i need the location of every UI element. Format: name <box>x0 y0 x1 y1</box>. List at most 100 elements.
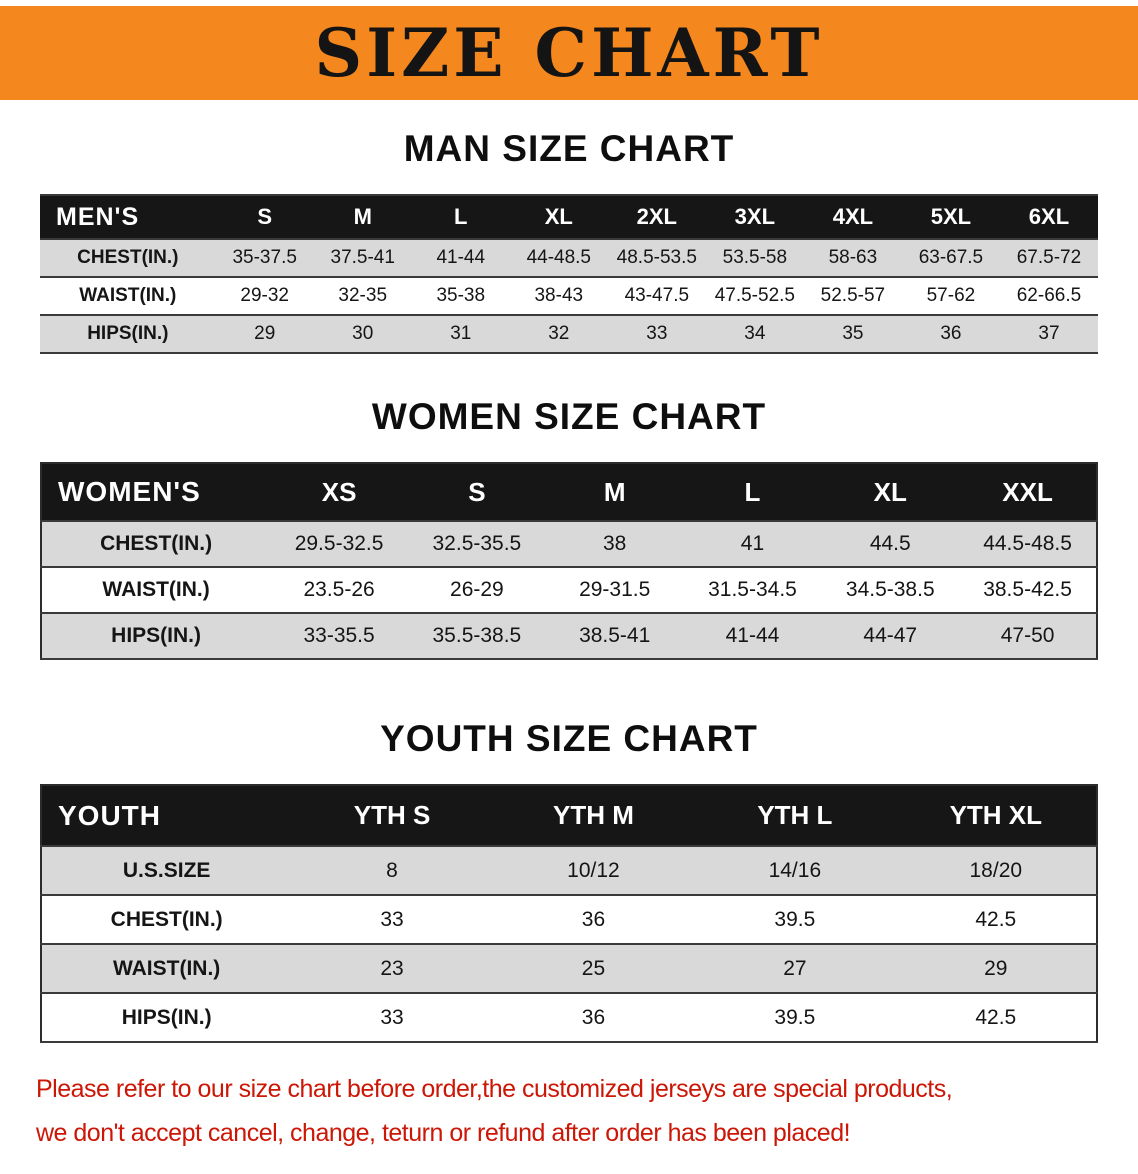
size-value-cell: 42.5 <box>975 907 1017 931</box>
women-size-column-header: S <box>407 463 546 521</box>
size-value-cell: 42.5 <box>975 1005 1017 1029</box>
size-value-cell: 41-44 <box>725 624 780 647</box>
youth-section-heading: YOUTH SIZE CHART <box>380 718 758 759</box>
size-value-cell: 32.5-35.5 <box>432 532 522 555</box>
measurement-row-label: U.S.SIZE <box>122 858 211 882</box>
women-header-row: WOMEN'S XS S M L XL XXL <box>41 463 1097 521</box>
size-value-cell: 47.5-52.5 <box>714 285 795 306</box>
size-value-cell: 33 <box>646 323 668 344</box>
men-table-row: HIPS(IN.) 29 30 31 32 33 34 35 36 37 <box>40 315 1098 353</box>
size-value-cell: 29 <box>254 323 276 344</box>
size-value-cell: 38.5-42.5 <box>983 578 1072 601</box>
measurement-row-label: HIPS(IN.) <box>111 624 202 647</box>
size-value-cell: 26-29 <box>450 578 504 601</box>
measurement-row-label: HIPS(IN.) <box>87 323 169 344</box>
size-value-cell: 32 <box>548 323 570 344</box>
size-value-cell: 33-35.5 <box>303 624 375 647</box>
size-value-cell: 23 <box>380 956 404 980</box>
size-value-cell: 33 <box>380 907 404 931</box>
men-header-row: MEN'S S M L XL 2XL 3XL 4XL 5XL 6XL <box>40 195 1098 239</box>
size-value-cell: 35.5-38.5 <box>432 624 522 647</box>
size-value-cell: 62-66.5 <box>1016 285 1082 306</box>
measurement-row-label: HIPS(IN.) <box>121 1005 212 1029</box>
size-value-cell: 41-44 <box>436 247 486 268</box>
youth-size-column-header: YTH L <box>694 785 896 846</box>
women-table-title: WOMEN'S <box>41 463 271 521</box>
youth-header-row: YOUTH YTH S YTH M YTH L YTH XL <box>41 785 1097 846</box>
size-value-cell: 35-38 <box>436 285 486 306</box>
youth-table-row: WAIST(IN.) 23 25 27 29 <box>41 944 1097 993</box>
men-size-column-header: 2XL <box>607 195 706 239</box>
measurement-row-label: CHEST(IN.) <box>77 247 179 268</box>
disclaimer-line-2: we don't accept cancel, change, teturn o… <box>36 1119 851 1148</box>
men-size-column-header: 4XL <box>803 195 902 239</box>
women-size-table: WOMEN'S XS S M L XL XXL CHEST(IN.) 29.5-32.5 32.5… <box>40 462 1098 660</box>
size-value-cell: 57-62 <box>926 285 976 306</box>
size-value-cell: 31 <box>450 323 472 344</box>
women-table-row: HIPS(IN.) 33-35.5 35.5-38.5 38.5-41 41-44 44-… <box>41 613 1097 659</box>
women-size-column-header: L <box>683 463 822 521</box>
size-value-cell: 29.5-32.5 <box>294 532 384 555</box>
size-value-cell: 36 <box>581 907 606 931</box>
men-size-column-header: 5XL <box>901 195 1000 239</box>
size-value-cell: 44-47 <box>863 624 918 647</box>
size-value-cell: 10/12 <box>567 858 620 882</box>
size-value-cell: 8 <box>386 858 398 882</box>
measurement-row-label: WAIST(IN.) <box>112 956 221 980</box>
size-value-cell: 23.5-26 <box>303 578 375 601</box>
size-value-cell: 29-32 <box>240 285 289 306</box>
disclaimer-line-1: Please refer to our size chart before or… <box>36 1075 953 1103</box>
size-value-cell: 27 <box>783 956 807 980</box>
size-value-cell: 29 <box>984 956 1008 980</box>
size-value-cell: 39.5 <box>774 907 816 931</box>
women-size-column-header: M <box>545 463 684 521</box>
size-value-cell: 38.5-41 <box>579 624 651 647</box>
size-value-cell: 33 <box>380 1005 404 1029</box>
youth-size-table: YOUTH YTH S YTH M YTH L YTH XL U.S.SIZE 8 10/12… <box>40 784 1098 1043</box>
size-value-cell: 44.5-48.5 <box>983 532 1072 555</box>
size-value-cell: 30 <box>352 323 374 344</box>
size-value-cell: 38 <box>603 532 627 555</box>
youth-table-row: HIPS(IN.) 33 36 39.5 42.5 <box>41 993 1097 1042</box>
men-size-column-header: M <box>313 195 412 239</box>
size-value-cell: 29-31.5 <box>579 578 651 601</box>
size-value-cell: 67.5-72 <box>1016 247 1082 268</box>
youth-size-column-header: YTH S <box>291 785 493 846</box>
youth-size-section: YOUTH SIZE CHART YOUTH YTH S YTH M YTH L YTH … <box>0 718 1138 1043</box>
size-chart-banner: SIZE CHART <box>0 6 1138 100</box>
men-table-row: CHEST(IN.) 35-37.5 37.5-41 41-44 44-48.5 48.5… <box>40 239 1098 277</box>
women-size-column-header: XL <box>821 463 960 521</box>
men-size-column-header: XL <box>509 195 608 239</box>
size-value-cell: 36 <box>581 1005 606 1029</box>
disclaimer: Please refer to our size chart before or… <box>0 1071 1138 1174</box>
size-value-cell: 34.5-38.5 <box>845 578 935 601</box>
size-value-cell: 25 <box>581 956 606 980</box>
size-value-cell: 52.5-57 <box>820 285 886 306</box>
youth-table-row: U.S.SIZE 8 10/12 14/16 18/20 <box>41 846 1097 895</box>
men-size-column-header: L <box>411 195 510 239</box>
size-value-cell: 37 <box>1038 323 1060 344</box>
men-size-section: MAN SIZE CHART MEN'S S M L XL 2XL 3XL 4XL 5XL 6XL C… <box>0 128 1138 354</box>
size-value-cell: 47-50 <box>1000 624 1055 647</box>
women-size-column-header: XXL <box>959 463 1097 521</box>
men-section-heading: MAN SIZE CHART <box>403 128 735 169</box>
women-section-heading: WOMEN SIZE CHART <box>371 396 767 437</box>
size-value-cell: 32-35 <box>338 285 388 306</box>
measurement-row-label: WAIST(IN.) <box>102 578 210 601</box>
size-value-cell: 37.5-41 <box>330 247 395 268</box>
size-value-cell: 18/20 <box>969 858 1023 882</box>
measurement-row-label: CHEST(IN.) <box>110 907 223 931</box>
size-value-cell: 36 <box>940 323 962 344</box>
men-table-row: WAIST(IN.) 29-32 32-35 35-38 38-43 43-47.5 47.… <box>40 277 1098 315</box>
size-value-cell: 63-67.5 <box>918 247 984 268</box>
size-value-cell: 58-63 <box>828 247 878 268</box>
banner-title: SIZE CHART <box>314 14 824 92</box>
men-size-column-header: S <box>215 195 314 239</box>
size-value-cell: 53.5-58 <box>722 247 788 268</box>
women-table-row: WAIST(IN.) 23.5-26 26-29 29-31.5 31.5-34.5 34… <box>41 567 1097 613</box>
size-value-cell: 35-37.5 <box>232 247 297 268</box>
size-value-cell: 14/16 <box>768 858 822 882</box>
women-size-column-header: XS <box>270 463 408 521</box>
size-value-cell: 38-43 <box>534 285 584 306</box>
youth-table-title: YOUTH <box>41 785 292 846</box>
